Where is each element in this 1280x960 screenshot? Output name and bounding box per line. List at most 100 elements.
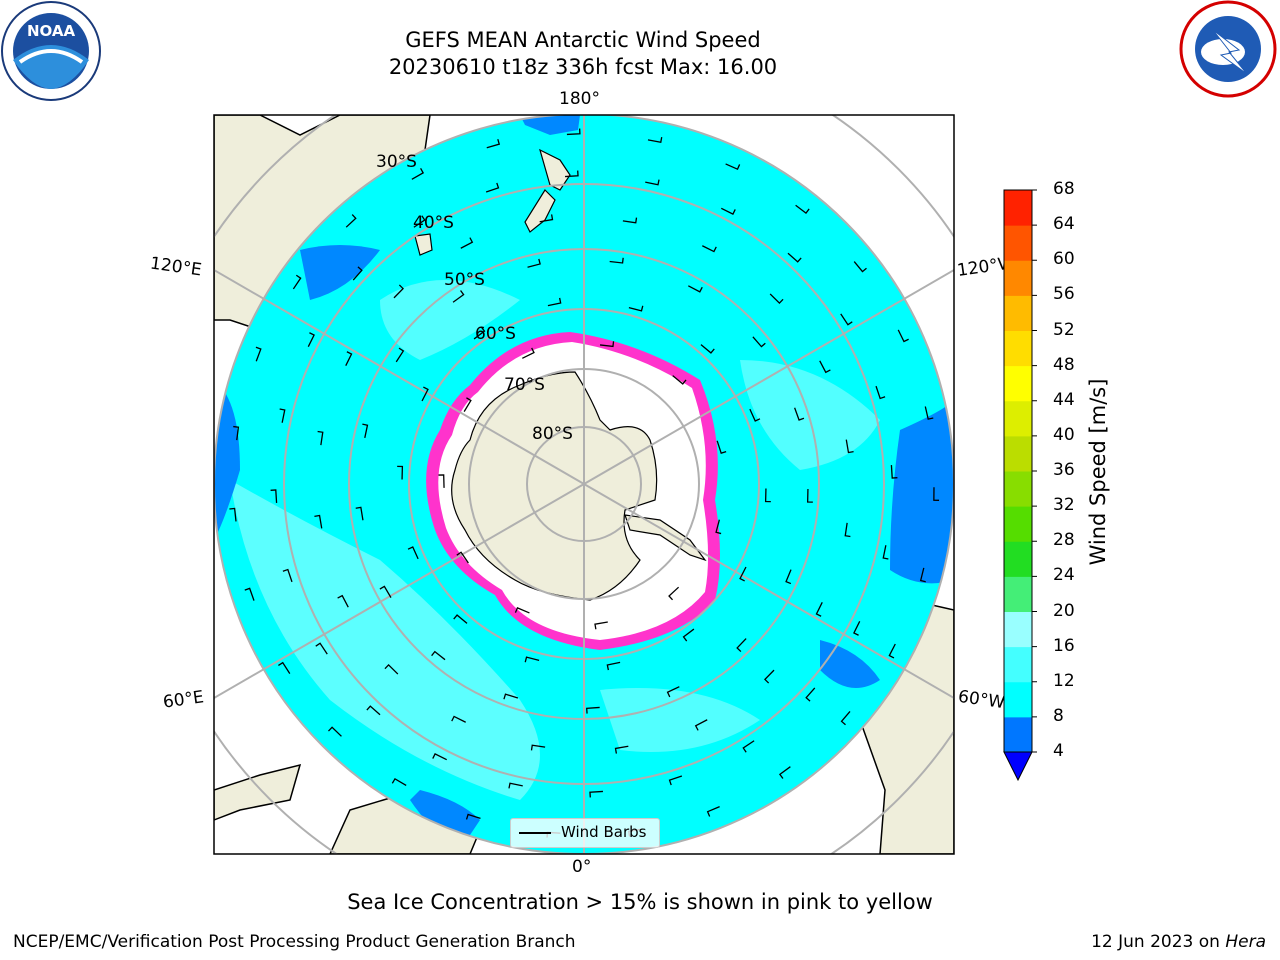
- wind-barb: [752, 336, 766, 348]
- wind-barb: [279, 408, 286, 423]
- colorbar-tick-label: 8: [1053, 705, 1064, 726]
- wind-barb: [609, 257, 624, 264]
- lat-label-70s: 70°S: [504, 375, 545, 395]
- wind-barb: [700, 344, 715, 354]
- colorbar-extend-arrow: [1003, 751, 1033, 782]
- wind-barb: [379, 585, 392, 598]
- wind-barb: [393, 284, 404, 299]
- wind-barb: [715, 519, 722, 535]
- wind-barb: [844, 522, 851, 538]
- wind-barb: [473, 326, 486, 340]
- footer-machine: Hera: [1225, 932, 1266, 952]
- wind-barb: [315, 642, 328, 655]
- wind-barb: [421, 386, 429, 402]
- wind-barb: [384, 664, 399, 675]
- wind-barb: [764, 488, 771, 503]
- lon-label-180: 180°: [559, 89, 600, 109]
- lat-label-40s: 40°S: [413, 213, 454, 233]
- wind-barb: [463, 397, 472, 412]
- wind-barb: [527, 258, 541, 268]
- wind-barb: [875, 385, 886, 400]
- colorbar-tick-label: 4: [1053, 741, 1064, 761]
- wind-barb: [778, 766, 791, 779]
- wind-barb: [413, 215, 426, 228]
- wind-barb: [307, 332, 315, 348]
- wind-barb: [508, 782, 523, 789]
- antarctica-landmass: [451, 371, 658, 601]
- colorbar-tick-label: 12: [1053, 670, 1075, 691]
- wind-barb: [589, 790, 603, 798]
- wind-barb: [682, 628, 695, 642]
- wind-barb: [787, 252, 802, 263]
- new-zealand-south: [524, 189, 556, 233]
- wind-barb: [919, 567, 926, 583]
- ice-caption: Sea Ice Concentration > 15% is shown in …: [347, 890, 933, 914]
- wind-barb: [438, 474, 445, 488]
- colorbar-label: Wind Speed [m/s]: [1086, 378, 1110, 566]
- wind-barb: [647, 137, 663, 144]
- colorbar-tick-label: 28: [1053, 530, 1075, 551]
- wind-barb: [594, 621, 608, 630]
- wind-barb: [397, 465, 404, 480]
- wind-barb: [888, 643, 896, 659]
- wind-barb: [764, 669, 775, 684]
- wind-barb: [524, 656, 540, 663]
- legend-barb-line: [519, 832, 551, 834]
- colorbar-segment: [1004, 190, 1032, 226]
- colorbar-segment: [1004, 260, 1032, 296]
- wind-barb: [328, 726, 342, 737]
- wind-barb: [547, 297, 562, 307]
- wind-barb: [924, 406, 934, 420]
- wind-barb: [345, 351, 353, 366]
- wind-barb: [853, 620, 861, 636]
- wind-barb: [853, 261, 867, 273]
- wind-barb: [749, 408, 761, 422]
- wind-barb: [255, 346, 262, 362]
- colorbar-tick-label: 40: [1053, 424, 1075, 445]
- wind-barb: [282, 568, 293, 583]
- colorbar-tick-label: 44: [1053, 389, 1075, 410]
- colorbar-segment: [1004, 716, 1032, 753]
- wind-barb: [485, 182, 500, 193]
- wind-barb: [355, 506, 364, 521]
- wind-barb: [890, 465, 898, 479]
- wind-barb: [599, 341, 615, 348]
- africa-landmass: [214, 763, 302, 821]
- colorbar-segment: [1004, 225, 1032, 261]
- wind-barb: [317, 430, 324, 446]
- lat-label-30s: 30°S: [376, 152, 417, 172]
- wind-barb: [819, 360, 831, 374]
- wind-barb: [565, 170, 579, 178]
- wind-barb: [366, 705, 381, 716]
- colorbar-tick-label: 16: [1053, 635, 1075, 656]
- colorbar-tick-label: 60: [1053, 249, 1075, 270]
- wind-barb: [785, 569, 792, 585]
- wind-barb: [586, 706, 600, 714]
- map-legend: Wind Barbs: [510, 818, 660, 848]
- colorbar-segment: [1004, 506, 1032, 542]
- wind-barb: [407, 546, 419, 560]
- wind-barb: [882, 545, 889, 560]
- wind-barb: [725, 163, 741, 171]
- wind-barb: [539, 214, 554, 223]
- wind-barb: [720, 207, 736, 215]
- wind-barb: [688, 285, 703, 293]
- wind-barb: [666, 686, 680, 698]
- colorbar-segment: [1004, 295, 1032, 331]
- lat-label-60s: 60°S: [475, 324, 516, 344]
- wind-barb: [806, 489, 813, 503]
- wind-barb: [292, 274, 302, 290]
- wind-barb: [628, 305, 644, 312]
- wind-barb: [794, 407, 805, 421]
- colorbar-segment: [1004, 611, 1032, 648]
- footer-date-text: 12 Jun 2023 on: [1091, 932, 1226, 952]
- wind-barb: [452, 290, 465, 303]
- wind-barb: [460, 237, 474, 249]
- colorbar-tick-label: 20: [1053, 600, 1075, 621]
- colorbar-segment: [1004, 681, 1032, 718]
- wind-barb: [451, 715, 466, 723]
- map-frame: [213, 114, 955, 855]
- wind-barb: [769, 293, 784, 304]
- tasmania: [414, 233, 433, 256]
